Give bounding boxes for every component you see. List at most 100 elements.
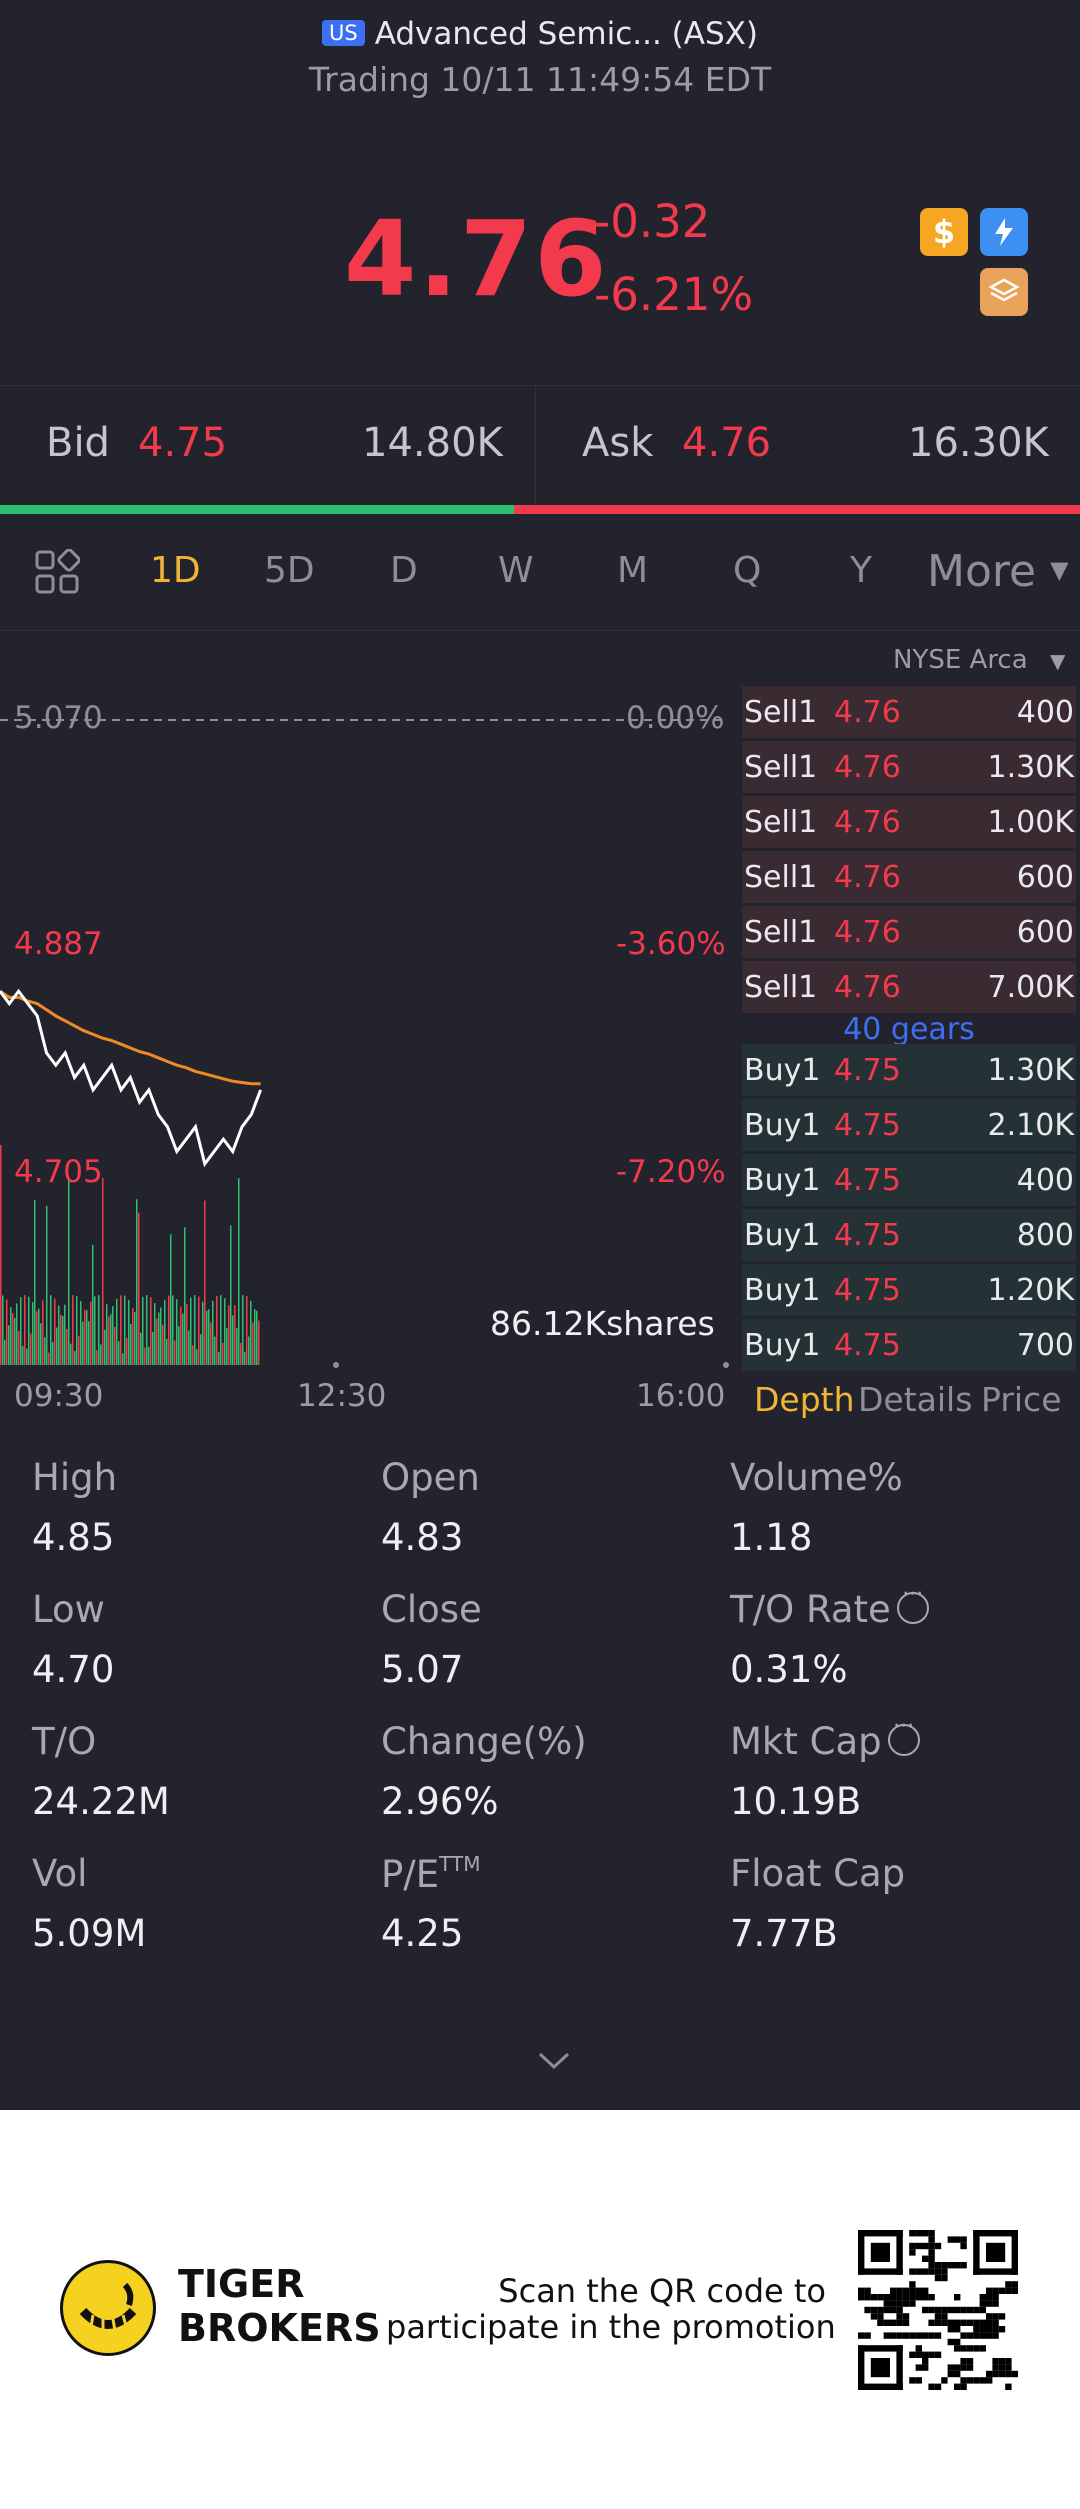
pe-label-group: P/ETTM [381, 1852, 481, 1896]
volume-bar [234, 1305, 236, 1365]
volume-bar [174, 1340, 176, 1365]
order-side: Sell1 [744, 859, 818, 895]
more-info-icon[interactable] [887, 1714, 920, 1756]
stock-title[interactable]: US Advanced Semic... (ASX) [0, 16, 1080, 52]
volume-bar [198, 1296, 200, 1365]
volume-bars [0, 1145, 260, 1365]
order-price: 4.75 [834, 1162, 901, 1198]
volume-bar [82, 1321, 84, 1365]
pe-label: P/E [381, 1853, 440, 1896]
volume-bar [248, 1336, 250, 1365]
vol-value: 5.09M [32, 1912, 147, 1955]
time-close-label: 16:00 [636, 1378, 726, 1414]
order-qty: 1.30K [987, 1052, 1074, 1088]
bid-qty: 14.80K [362, 420, 503, 466]
more-info-icon[interactable] [896, 1582, 929, 1624]
volume-bar [124, 1295, 126, 1365]
promo-line1: Scan the QR code to [498, 2272, 826, 2310]
volume-bar [32, 1302, 34, 1365]
divider [0, 385, 1080, 386]
volume-bar [24, 1295, 26, 1365]
volume-bar [52, 1342, 54, 1365]
change-label: Change(%) [381, 1720, 587, 1763]
intraday-chart[interactable] [0, 690, 740, 1370]
tab-y[interactable]: Y [850, 550, 872, 591]
tab-d[interactable]: D [390, 550, 418, 591]
volume-bar [48, 1352, 50, 1365]
close-marker [723, 1362, 729, 1368]
float-cap-value: 7.77B [730, 1912, 838, 1955]
volume-bar [140, 1332, 142, 1365]
volume-bar [196, 1349, 198, 1365]
chart-settings-icon[interactable] [34, 548, 81, 599]
order-price: 4.76 [834, 859, 901, 895]
volume-bar [214, 1336, 216, 1365]
tab-w[interactable]: W [498, 550, 534, 591]
volume-bar [152, 1331, 154, 1365]
tab-price[interactable]: Price [981, 1380, 1062, 1419]
volume-bar [34, 1199, 36, 1365]
price-line [0, 988, 263, 1168]
dollar-icon[interactable]: $ [920, 208, 968, 256]
volume-bar [76, 1296, 78, 1365]
stack-icon[interactable] [980, 268, 1028, 316]
to-rate-label: T/O Rate [730, 1588, 891, 1631]
volume-bar [170, 1234, 172, 1365]
promo-line2: participate in the promotion [386, 2308, 836, 2346]
mkt-cap-label: Mkt Cap [730, 1720, 882, 1763]
turnover-label: T/O [32, 1720, 97, 1763]
ask-qty: 16.30K [908, 420, 1049, 466]
volume-bar [148, 1346, 150, 1365]
volume-bar [168, 1295, 170, 1365]
volume-bar [212, 1300, 214, 1365]
order-side: Buy1 [744, 1162, 821, 1198]
volume-label: 86.12Kshares [490, 1304, 715, 1343]
volume-bar [246, 1296, 248, 1365]
tiger-logo [60, 2260, 156, 2356]
volume-bar [16, 1303, 18, 1365]
order-side: Sell1 [744, 914, 818, 950]
buy-order-row: Buy1 4.75 1.30K [742, 1044, 1076, 1096]
caret-down-icon: ▼ [1049, 649, 1066, 673]
volume-bar [68, 1178, 70, 1365]
order-side: Buy1 [744, 1272, 821, 1308]
open-label: Open [381, 1456, 480, 1499]
volume-bar [22, 1346, 24, 1365]
volume-bar [190, 1297, 192, 1365]
brand-line2: BROKERS [178, 2306, 381, 2350]
to-rate-row[interactable]: T/O Rate [730, 1582, 929, 1631]
mkt-cap-row[interactable]: Mkt Cap [730, 1714, 920, 1763]
high-value: 4.85 [32, 1516, 115, 1559]
volume-bar [220, 1295, 222, 1365]
volume-bar [14, 1317, 16, 1365]
volume-bar [12, 1313, 14, 1365]
float-cap-label: Float Cap [730, 1852, 906, 1895]
tab-m[interactable]: M [617, 550, 649, 591]
more-menu-button[interactable]: More ▼ [927, 546, 1069, 597]
volume-bar [30, 1333, 32, 1365]
tab-1d[interactable]: 1D [150, 550, 201, 591]
order-side: Sell1 [744, 969, 818, 1005]
flash-icon[interactable] [980, 208, 1028, 256]
volume-bar [110, 1314, 112, 1365]
order-side: Sell1 [744, 804, 818, 840]
exchange-selector[interactable]: NYSE Arca ▼ [893, 645, 1065, 675]
tab-details[interactable]: Details [858, 1380, 973, 1419]
buy-order-row: Buy1 4.75 1.20K [742, 1264, 1076, 1316]
volume-bar [172, 1295, 174, 1365]
order-side: Buy1 [744, 1217, 821, 1253]
depth-gears-button[interactable]: 40 gears [843, 1012, 975, 1047]
volume-bar [228, 1305, 230, 1365]
tab-depth[interactable]: Depth [754, 1380, 855, 1419]
low-value: 4.70 [32, 1648, 115, 1691]
price-change-pct: -6.21% [594, 268, 754, 321]
sell-order-row: Sell1 4.76 1.00K [742, 796, 1076, 848]
tab-q[interactable]: Q [733, 550, 762, 591]
volume-bar [130, 1323, 132, 1365]
expand-chevron-icon[interactable] [536, 2050, 572, 2076]
tab-5d[interactable]: 5D [264, 550, 315, 591]
volume-bar [230, 1225, 232, 1365]
prev-close-pct: 0.00% [626, 700, 725, 736]
qr-code[interactable] [858, 2230, 1018, 2390]
volume-bar [216, 1296, 218, 1365]
